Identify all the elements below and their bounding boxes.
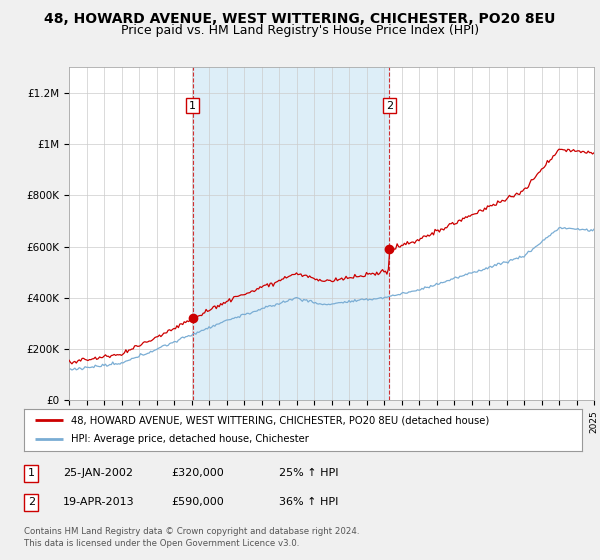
Text: 36% ↑ HPI: 36% ↑ HPI [279,497,338,507]
Text: 48, HOWARD AVENUE, WEST WITTERING, CHICHESTER, PO20 8EU: 48, HOWARD AVENUE, WEST WITTERING, CHICH… [44,12,556,26]
Text: 25-JAN-2002: 25-JAN-2002 [63,468,133,478]
Text: Price paid vs. HM Land Registry's House Price Index (HPI): Price paid vs. HM Land Registry's House … [121,24,479,36]
Text: £590,000: £590,000 [171,497,224,507]
Text: HPI: Average price, detached house, Chichester: HPI: Average price, detached house, Chic… [71,435,310,445]
Text: 2: 2 [28,497,35,507]
Text: 19-APR-2013: 19-APR-2013 [63,497,134,507]
Text: 25% ↑ HPI: 25% ↑ HPI [279,468,338,478]
Text: £320,000: £320,000 [171,468,224,478]
Text: 1: 1 [189,101,196,111]
Text: Contains HM Land Registry data © Crown copyright and database right 2024.: Contains HM Land Registry data © Crown c… [24,528,359,536]
Text: 2: 2 [386,101,393,111]
Text: 48, HOWARD AVENUE, WEST WITTERING, CHICHESTER, PO20 8EU (detached house): 48, HOWARD AVENUE, WEST WITTERING, CHICH… [71,415,490,425]
Text: 1: 1 [28,468,35,478]
Text: This data is licensed under the Open Government Licence v3.0.: This data is licensed under the Open Gov… [24,539,299,548]
